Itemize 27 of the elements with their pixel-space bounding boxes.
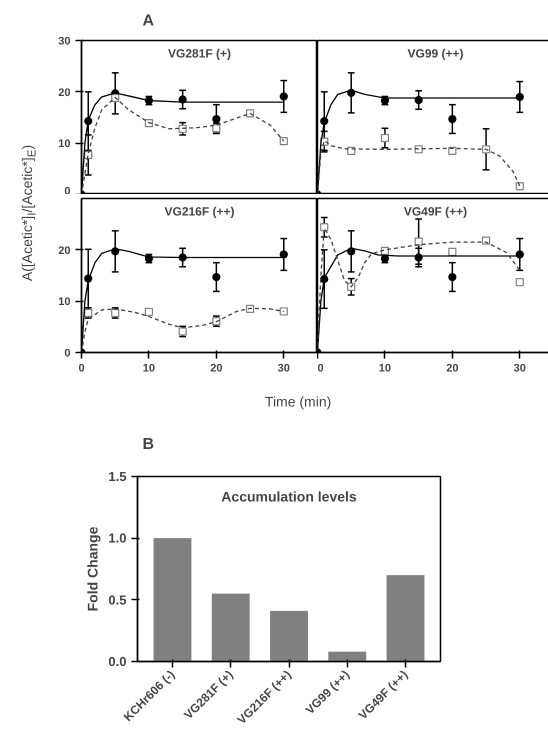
y-tick-label: 10 [58, 296, 71, 308]
y-tick-label: 1.0 [108, 530, 127, 546]
x-tick-label: 30 [278, 362, 290, 374]
text: VG99 (++) [407, 46, 464, 60]
text: B [142, 436, 154, 453]
text: Accumulation levels [221, 488, 357, 504]
y-tick-label: 20 [58, 86, 71, 99]
text: VG281F (+) [168, 46, 232, 60]
y-tick-label: 30 [58, 36, 71, 48]
y-tick-label: 10 [58, 138, 71, 150]
x-tick-label: 20 [210, 362, 222, 374]
x-tick-label: 10 [378, 362, 392, 374]
x-tick-label: 30 [514, 362, 526, 374]
text: VG216F (++) [164, 204, 235, 218]
y-tick-label: 0 [64, 348, 71, 360]
y-tick-label: 20 [58, 244, 71, 257]
y-tick-label: 0.0 [108, 654, 127, 669]
x-tick-label: 20 [446, 362, 458, 374]
x-tick-label: 0 [78, 362, 85, 374]
text: VG49F (++) [404, 204, 468, 218]
y-tick-label: 0.5 [108, 592, 127, 608]
text: A [142, 12, 154, 30]
x-tick-label: 10 [142, 362, 156, 374]
y-tick-label: 1.5 [108, 469, 127, 484]
y-axis-title: Fold Change [84, 526, 100, 612]
x-tick-label: 0 [318, 362, 324, 374]
x-axis-title: Time (min) [264, 394, 332, 410]
